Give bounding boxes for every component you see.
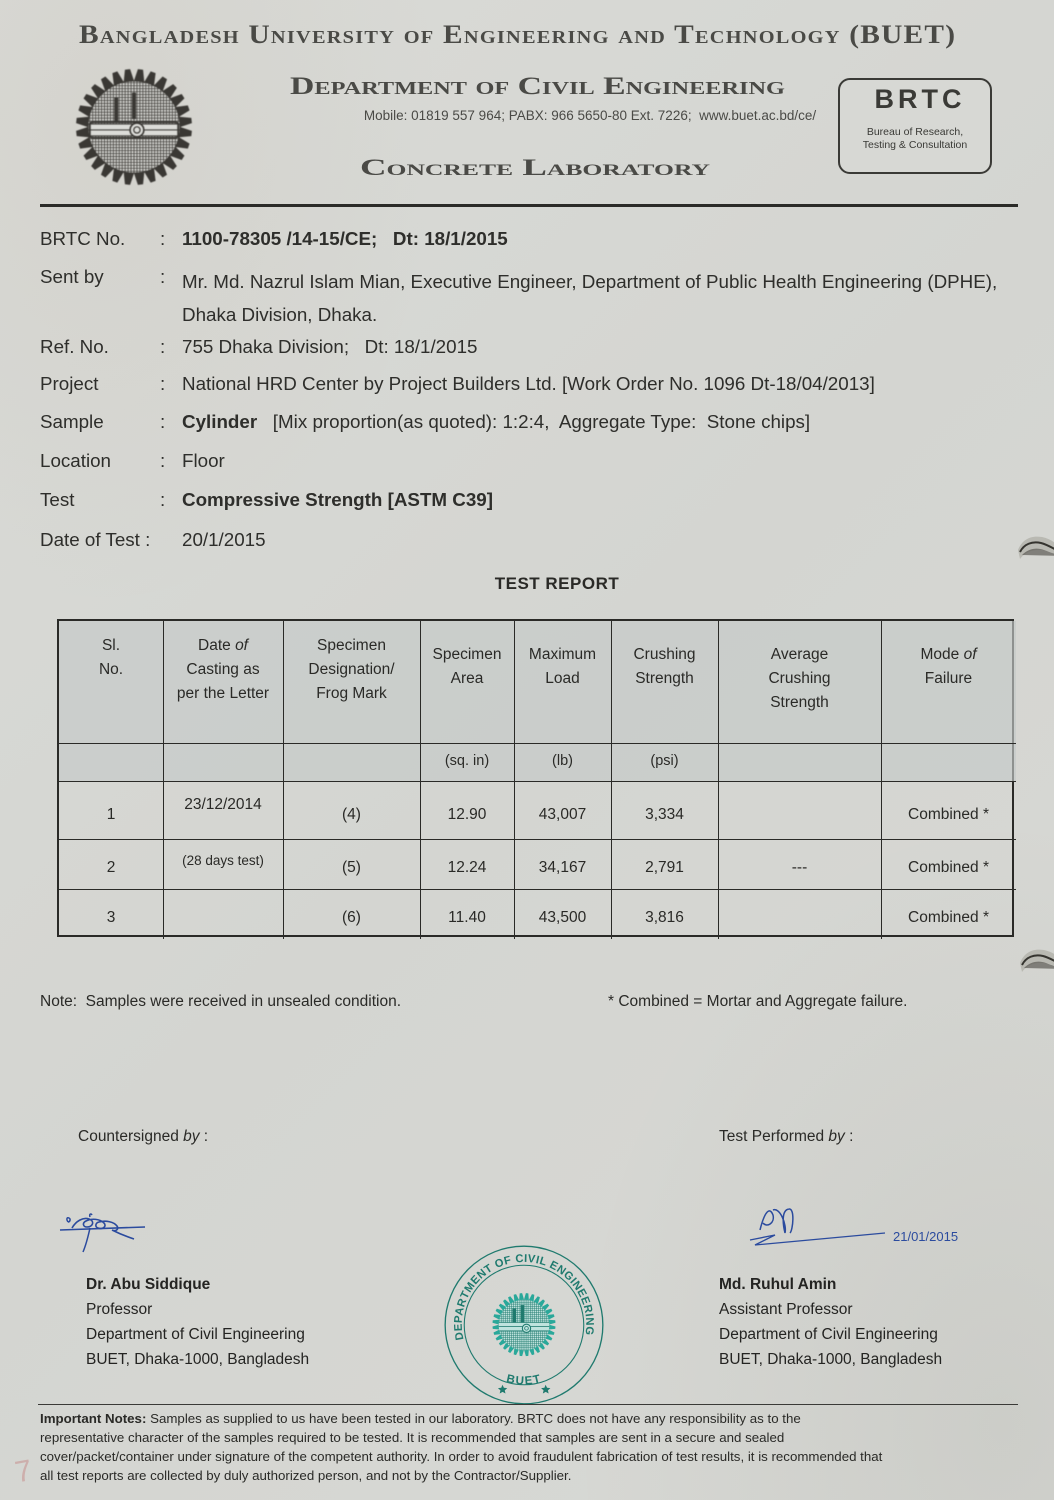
svg-text:BUET: BUET xyxy=(505,1372,543,1387)
svg-text:21/01/2015: 21/01/2015 xyxy=(893,1229,958,1244)
svg-text:7: 7 xyxy=(12,1454,34,1489)
